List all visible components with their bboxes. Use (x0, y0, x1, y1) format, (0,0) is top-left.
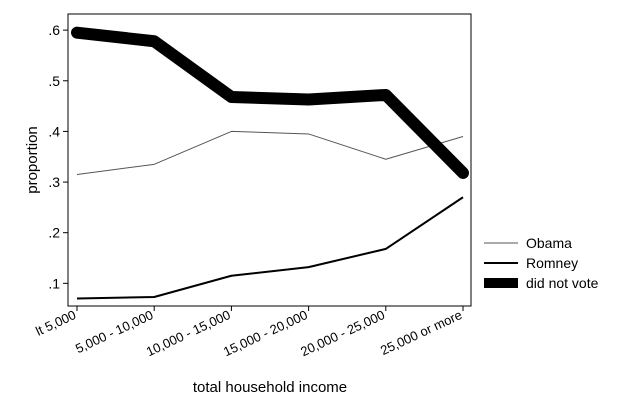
legend-label: Obama (526, 235, 572, 251)
plot-frame (67, 13, 472, 307)
x-tick-label: 10,000 - 15,000 (144, 307, 233, 359)
y-tick-label: .4 (48, 123, 60, 139)
x-tick-label: 25,000 or more (378, 307, 464, 358)
series-layer (71, 26, 469, 300)
series-line-1 (76, 196, 464, 300)
series-line-0 (76, 130, 464, 175)
legend: Obama Romney did not vote (484, 235, 599, 291)
y-axis-label: proportion (24, 126, 41, 194)
x-tick-label: 15,000 - 20,000 (221, 307, 310, 359)
x-tick-label: 20,000 - 25,000 (298, 307, 387, 359)
series-line-2 (71, 26, 469, 179)
y-tick-label: .3 (48, 174, 60, 190)
y-tick-label: .1 (48, 275, 60, 291)
legend-label: did not vote (526, 275, 599, 291)
y-axis: .1 .2 .3 .4 .5 .6 (48, 22, 68, 291)
x-axis-label: total household income (193, 379, 347, 396)
y-tick-label: .5 (48, 73, 60, 89)
legend-label: Romney (526, 255, 578, 271)
y-tick-label: .2 (48, 225, 60, 241)
x-tick-label: lt 5,000 (33, 307, 78, 339)
x-tick-label: 5,000 - 10,000 (73, 307, 155, 356)
y-tick-label: .6 (48, 22, 60, 38)
